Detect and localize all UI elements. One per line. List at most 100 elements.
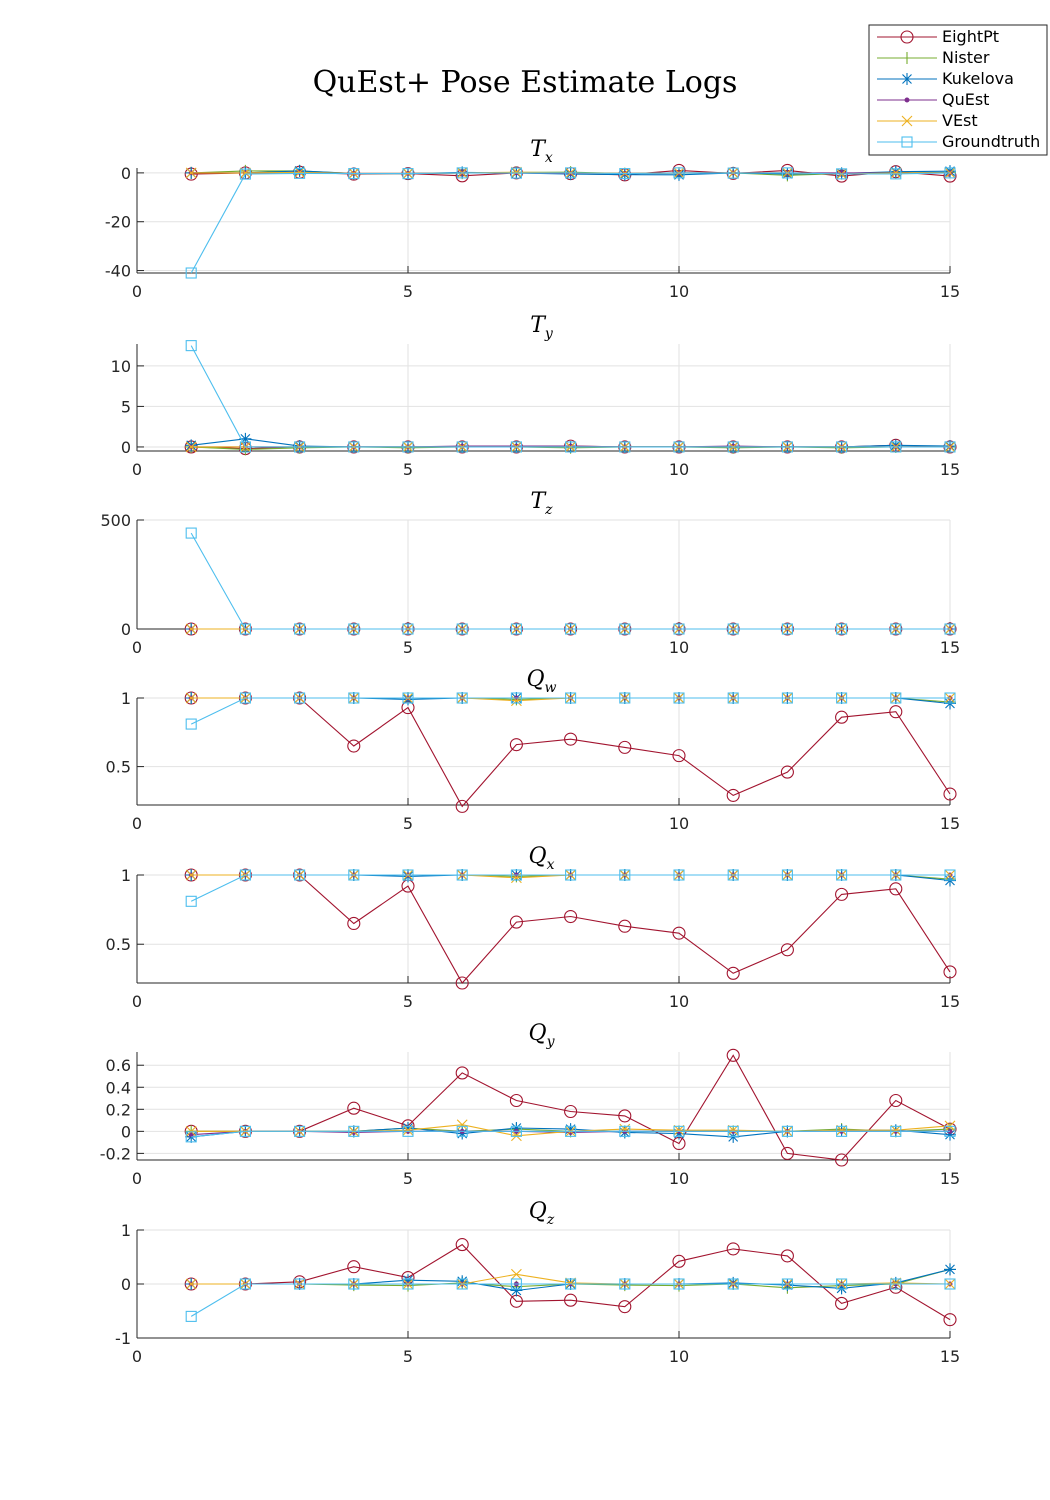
series-line-eightpt xyxy=(191,697,951,808)
data-point-groundtruth xyxy=(185,1131,197,1143)
data-point-eightpt xyxy=(889,882,903,896)
data-point-groundtruth xyxy=(239,1278,251,1290)
data-point-kukelova xyxy=(564,1123,577,1136)
data-point-groundtruth xyxy=(673,1125,685,1137)
data-point-vest xyxy=(565,1277,576,1289)
data-point-vest xyxy=(511,1268,522,1280)
data-point-groundtruth xyxy=(944,692,956,704)
data-point-vest xyxy=(511,1130,522,1142)
data-point-eightpt xyxy=(780,1146,794,1160)
subplot-qw: 0 5 10 15 1 0.5 Qw xyxy=(106,667,961,833)
data-point-groundtruth xyxy=(836,168,848,180)
data-point-kukelova xyxy=(510,1122,523,1135)
legend-entry-nister: Nister xyxy=(877,48,990,67)
data-point-groundtruth xyxy=(456,692,468,704)
x-tick-label: 15 xyxy=(940,1169,960,1188)
data-point-eightpt xyxy=(835,710,849,724)
data-point-groundtruth xyxy=(348,441,360,453)
data-point-groundtruth xyxy=(890,1125,902,1137)
series-line-groundtruth xyxy=(191,1130,950,1138)
data-point-groundtruth xyxy=(727,167,739,179)
x-tick-label: 0 xyxy=(132,460,142,479)
data-point-groundtruth xyxy=(619,1278,631,1290)
series-groundtruth xyxy=(185,167,956,279)
data-point-groundtruth xyxy=(402,623,414,635)
y-tick-label: 0 xyxy=(121,438,131,457)
data-point-groundtruth xyxy=(565,1278,577,1290)
legend-marker xyxy=(900,30,914,44)
data-point-groundtruth xyxy=(673,167,685,179)
data-point-groundtruth xyxy=(239,692,251,704)
data-point-eightpt xyxy=(672,749,686,763)
data-point-groundtruth xyxy=(673,1278,685,1290)
data-point-groundtruth xyxy=(510,1278,522,1290)
y-tick-label: -1 xyxy=(115,1329,131,1348)
data-point-eightpt xyxy=(564,909,578,924)
series-kukelova xyxy=(185,869,956,887)
y-tick-label: 1 xyxy=(121,689,131,708)
data-point-groundtruth xyxy=(456,869,468,881)
data-point-eightpt xyxy=(780,1249,794,1263)
x-tick-label: 5 xyxy=(403,638,413,657)
data-point-groundtruth xyxy=(565,623,577,635)
data-point-vest xyxy=(890,1277,902,1289)
data-point-eightpt xyxy=(455,1066,469,1080)
x-tick-label: 5 xyxy=(403,460,413,479)
series-groundtruth xyxy=(185,692,956,730)
y-tick-label: 0.4 xyxy=(106,1078,131,1097)
data-point-groundtruth xyxy=(239,869,251,881)
data-point-groundtruth xyxy=(294,167,306,179)
series-groundtruth xyxy=(185,869,956,907)
data-point-groundtruth xyxy=(673,441,685,453)
data-point-groundtruth xyxy=(456,1125,468,1137)
series-eightpt xyxy=(184,868,957,990)
data-point-kukelova xyxy=(944,1263,956,1276)
x-tick-label: 10 xyxy=(669,814,689,833)
data-point-kukelova xyxy=(456,1275,469,1288)
data-point-groundtruth xyxy=(185,895,197,907)
data-point-groundtruth xyxy=(619,1125,631,1137)
data-point-groundtruth xyxy=(890,441,902,453)
data-point-groundtruth xyxy=(239,623,251,635)
data-point-groundtruth xyxy=(673,623,685,635)
data-point-eightpt xyxy=(455,1238,469,1252)
data-point-eightpt xyxy=(618,1300,632,1314)
data-point-groundtruth xyxy=(239,1125,251,1137)
y-tick-label: -0.2 xyxy=(100,1144,131,1163)
data-point-groundtruth xyxy=(294,1278,306,1290)
data-point-eightpt xyxy=(509,915,523,929)
series-groundtruth xyxy=(185,1278,956,1322)
legend-entry-kukelova: Kukelova xyxy=(877,69,1014,88)
x-tick-label: 5 xyxy=(403,1347,413,1366)
series-eightpt xyxy=(184,691,957,813)
data-point-vest xyxy=(185,623,197,635)
data-point-groundtruth xyxy=(456,441,468,453)
data-point-groundtruth xyxy=(402,441,414,453)
data-point-vest xyxy=(511,695,522,707)
data-point-eightpt xyxy=(455,799,469,813)
data-point-groundtruth xyxy=(836,1125,848,1137)
grid xyxy=(136,344,951,451)
x-tick-label: 15 xyxy=(940,992,960,1011)
data-point-groundtruth xyxy=(781,1125,793,1137)
y-tick-label: 0.5 xyxy=(106,935,131,954)
x-tick-label: 15 xyxy=(940,638,960,657)
y-tick-label: 0 xyxy=(121,620,131,639)
data-point-eightpt xyxy=(618,919,632,933)
y-tick-label: 10 xyxy=(111,357,131,376)
data-point-eightpt xyxy=(564,1293,578,1307)
legend-label: Kukelova xyxy=(942,69,1014,88)
data-point-eightpt xyxy=(726,966,740,980)
data-point-kukelova xyxy=(944,1128,956,1141)
subplot-tz: 0 5 10 15 500 0 Tz xyxy=(100,489,960,657)
data-point-groundtruth xyxy=(348,623,360,635)
x-tick-label: 0 xyxy=(132,638,142,657)
y-tick-label: 1 xyxy=(121,866,131,885)
data-point-eightpt xyxy=(618,1109,632,1123)
grid xyxy=(136,697,951,805)
data-point-eightpt xyxy=(347,739,361,753)
series-line-eightpt xyxy=(191,874,951,984)
data-point-groundtruth xyxy=(348,1278,360,1290)
data-point-groundtruth xyxy=(619,441,631,453)
